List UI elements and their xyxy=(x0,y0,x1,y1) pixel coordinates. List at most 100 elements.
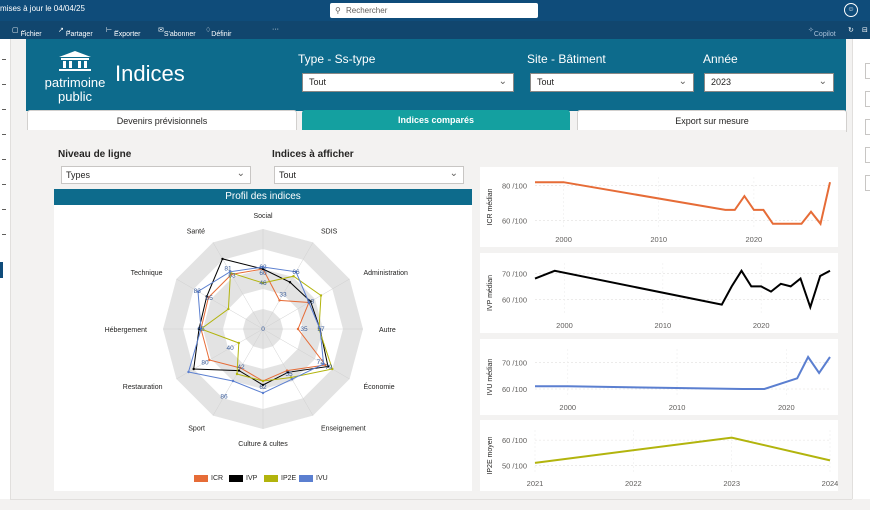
patrimoine-public-logo: patrimoine public xyxy=(40,51,110,105)
nav-marker[interactable] xyxy=(2,109,6,110)
radar-point xyxy=(208,358,211,362)
radar-point xyxy=(278,299,281,302)
radar-value-label: 60 xyxy=(259,270,267,277)
left-nav-strip xyxy=(0,39,11,499)
radar-axis-label: Administration xyxy=(364,270,408,277)
series-line xyxy=(535,181,831,227)
tab-devenirs-previsionnels[interactable]: Devenirs prévisionnels xyxy=(27,110,297,132)
y-tick-label: 60 /100 xyxy=(502,295,527,304)
radar-point xyxy=(196,290,200,293)
nav-marker[interactable] xyxy=(2,234,6,235)
pane-tab[interactable] xyxy=(865,63,870,79)
radar-point xyxy=(319,294,323,297)
x-tick-label: 2010 xyxy=(669,403,686,412)
radar-point xyxy=(326,365,330,368)
refresh-icon[interactable]: ↻ xyxy=(848,27,854,34)
x-tick-label: 2022 xyxy=(625,479,642,488)
legend-item-icr[interactable]: ICR xyxy=(194,474,223,484)
ivp-median-chart[interactable]: IVP médian 70 /100 60 /100 2000 2010 2020 xyxy=(480,253,838,333)
radar-value-label: 62 xyxy=(259,384,267,391)
indices-slicer-dropdown[interactable]: Tout ⌄ xyxy=(274,166,464,184)
type-filter-dropdown[interactable]: Tout ⌄ xyxy=(302,73,514,92)
site-filter-dropdown[interactable]: Tout ⌄ xyxy=(530,73,694,92)
nav-marker[interactable] xyxy=(2,84,6,85)
abonner-button[interactable]: ✉ S'abonner xyxy=(158,27,196,38)
alerte-button[interactable]: ♢ Définir une alerte xyxy=(205,27,232,52)
legend-swatch xyxy=(299,474,313,482)
copilot-button[interactable]: ✧ Copilot xyxy=(808,27,836,38)
pane-tab[interactable] xyxy=(865,147,870,163)
tab-indices-compares[interactable]: Indices comparés xyxy=(302,110,570,130)
radar-axis-label: Enseignement xyxy=(321,426,366,433)
radar-axis-label: Technique xyxy=(131,270,163,277)
radar-point xyxy=(307,301,311,304)
tab-export-sur-mesure[interactable]: Export sur mesure xyxy=(577,110,847,132)
radar-axis-label: Sport xyxy=(188,426,205,433)
x-tick-label: 2000 xyxy=(559,403,576,412)
x-tick-label: 2020 xyxy=(753,321,770,330)
radar-value-label: 86 xyxy=(220,394,228,401)
legend-item-ivp[interactable]: IVP xyxy=(229,474,257,484)
x-tick-label: 2010 xyxy=(650,235,667,244)
legend-label: ICR xyxy=(211,475,224,482)
page-title: Indices xyxy=(115,61,185,86)
radar-axis-label: Hébergement xyxy=(105,327,147,334)
account-icon[interactable]: ☺ xyxy=(844,3,858,17)
icr-median-chart[interactable]: ICR médian 80 /100 60 /100 2000 2010 2020 xyxy=(480,167,838,247)
nav-marker[interactable] xyxy=(2,59,6,60)
radar-axis-label: Culture & cultes xyxy=(238,441,288,448)
radar-spoke xyxy=(176,278,264,330)
logo-line-2: public xyxy=(58,89,92,104)
chevron-down-icon: ⌄ xyxy=(236,168,245,179)
chevron-down-icon: ⌄ xyxy=(498,76,507,87)
legend-label: IVU xyxy=(316,475,328,482)
search-placeholder: Rechercher xyxy=(346,6,388,15)
chart-y-label: IP2E moyen xyxy=(487,436,494,474)
nav-marker[interactable] xyxy=(2,209,6,210)
partager-menu[interactable]: ↗ Partager ⌄ xyxy=(58,27,93,38)
top-bar: mises à jour le 04/04/25 ⚲ Rechercher ☺ xyxy=(0,0,870,21)
fichier-menu[interactable]: ▢ Fichier ⌄ xyxy=(12,27,42,38)
exporter-menu[interactable]: ⊢ Exporter ⌄ xyxy=(106,27,141,38)
filters-pane-collapsed[interactable] xyxy=(852,39,870,499)
nav-marker[interactable] xyxy=(2,184,6,185)
nav-marker[interactable] xyxy=(2,134,6,135)
legend-item-ip2e[interactable]: IP2E xyxy=(264,474,296,484)
chevron-down-icon: ⌄ xyxy=(449,168,458,179)
niveau-slicer-dropdown[interactable]: Types ⌄ xyxy=(61,166,251,184)
status-bar xyxy=(10,499,852,510)
type-filter-value: Tout xyxy=(309,77,327,87)
radar-chart-title: Profil des indices xyxy=(54,189,472,205)
radar-legend: ICR IVP IP2E IVU xyxy=(54,474,472,488)
more-options-button[interactable]: ··· xyxy=(272,26,279,33)
pane-tab[interactable] xyxy=(865,175,870,191)
radar-point xyxy=(239,366,242,370)
radar-point xyxy=(227,307,230,311)
pane-tab[interactable] xyxy=(865,119,870,135)
radar-point xyxy=(235,372,239,376)
legend-item-ivu[interactable]: IVU xyxy=(299,474,328,484)
nav-marker[interactable] xyxy=(2,159,6,160)
radar-chart-visual[interactable]: Profil des indices Social SDIS Administrat… xyxy=(54,189,472,491)
panel-icon[interactable]: ⊟ xyxy=(862,27,868,34)
radar-point xyxy=(322,362,325,366)
pane-tab[interactable] xyxy=(865,91,870,107)
ip2e-moyen-chart[interactable]: IP2E moyen 60 /100 50 /100 2021 2022 2023 2024 xyxy=(480,420,838,491)
series-line xyxy=(534,268,831,311)
ivu-median-chart[interactable]: IVU médian 70 /100 60 /100 2000 2010 2020 xyxy=(480,339,838,415)
search-box[interactable]: ⚲ Rechercher xyxy=(330,3,538,18)
report-breadcrumb[interactable]: mises à jour le 04/04/25 xyxy=(0,4,85,13)
radar-point xyxy=(292,275,295,278)
radar-axis-label: SDIS xyxy=(321,228,338,235)
report-canvas: patrimoine public Indices Type - Ss-type… xyxy=(26,39,847,497)
annee-filter-dropdown[interactable]: 2023 ⌄ xyxy=(704,73,834,92)
radar-spoke xyxy=(262,328,350,380)
radar-point xyxy=(228,270,232,273)
radar-point xyxy=(318,327,322,331)
radar-point xyxy=(286,371,290,374)
niveau-slicer-label: Niveau de ligne xyxy=(58,149,132,160)
report-header: patrimoine public Indices Type - Ss-type… xyxy=(26,39,846,111)
radar-spoke xyxy=(212,328,264,416)
radar-value-label: 66 xyxy=(292,269,300,276)
